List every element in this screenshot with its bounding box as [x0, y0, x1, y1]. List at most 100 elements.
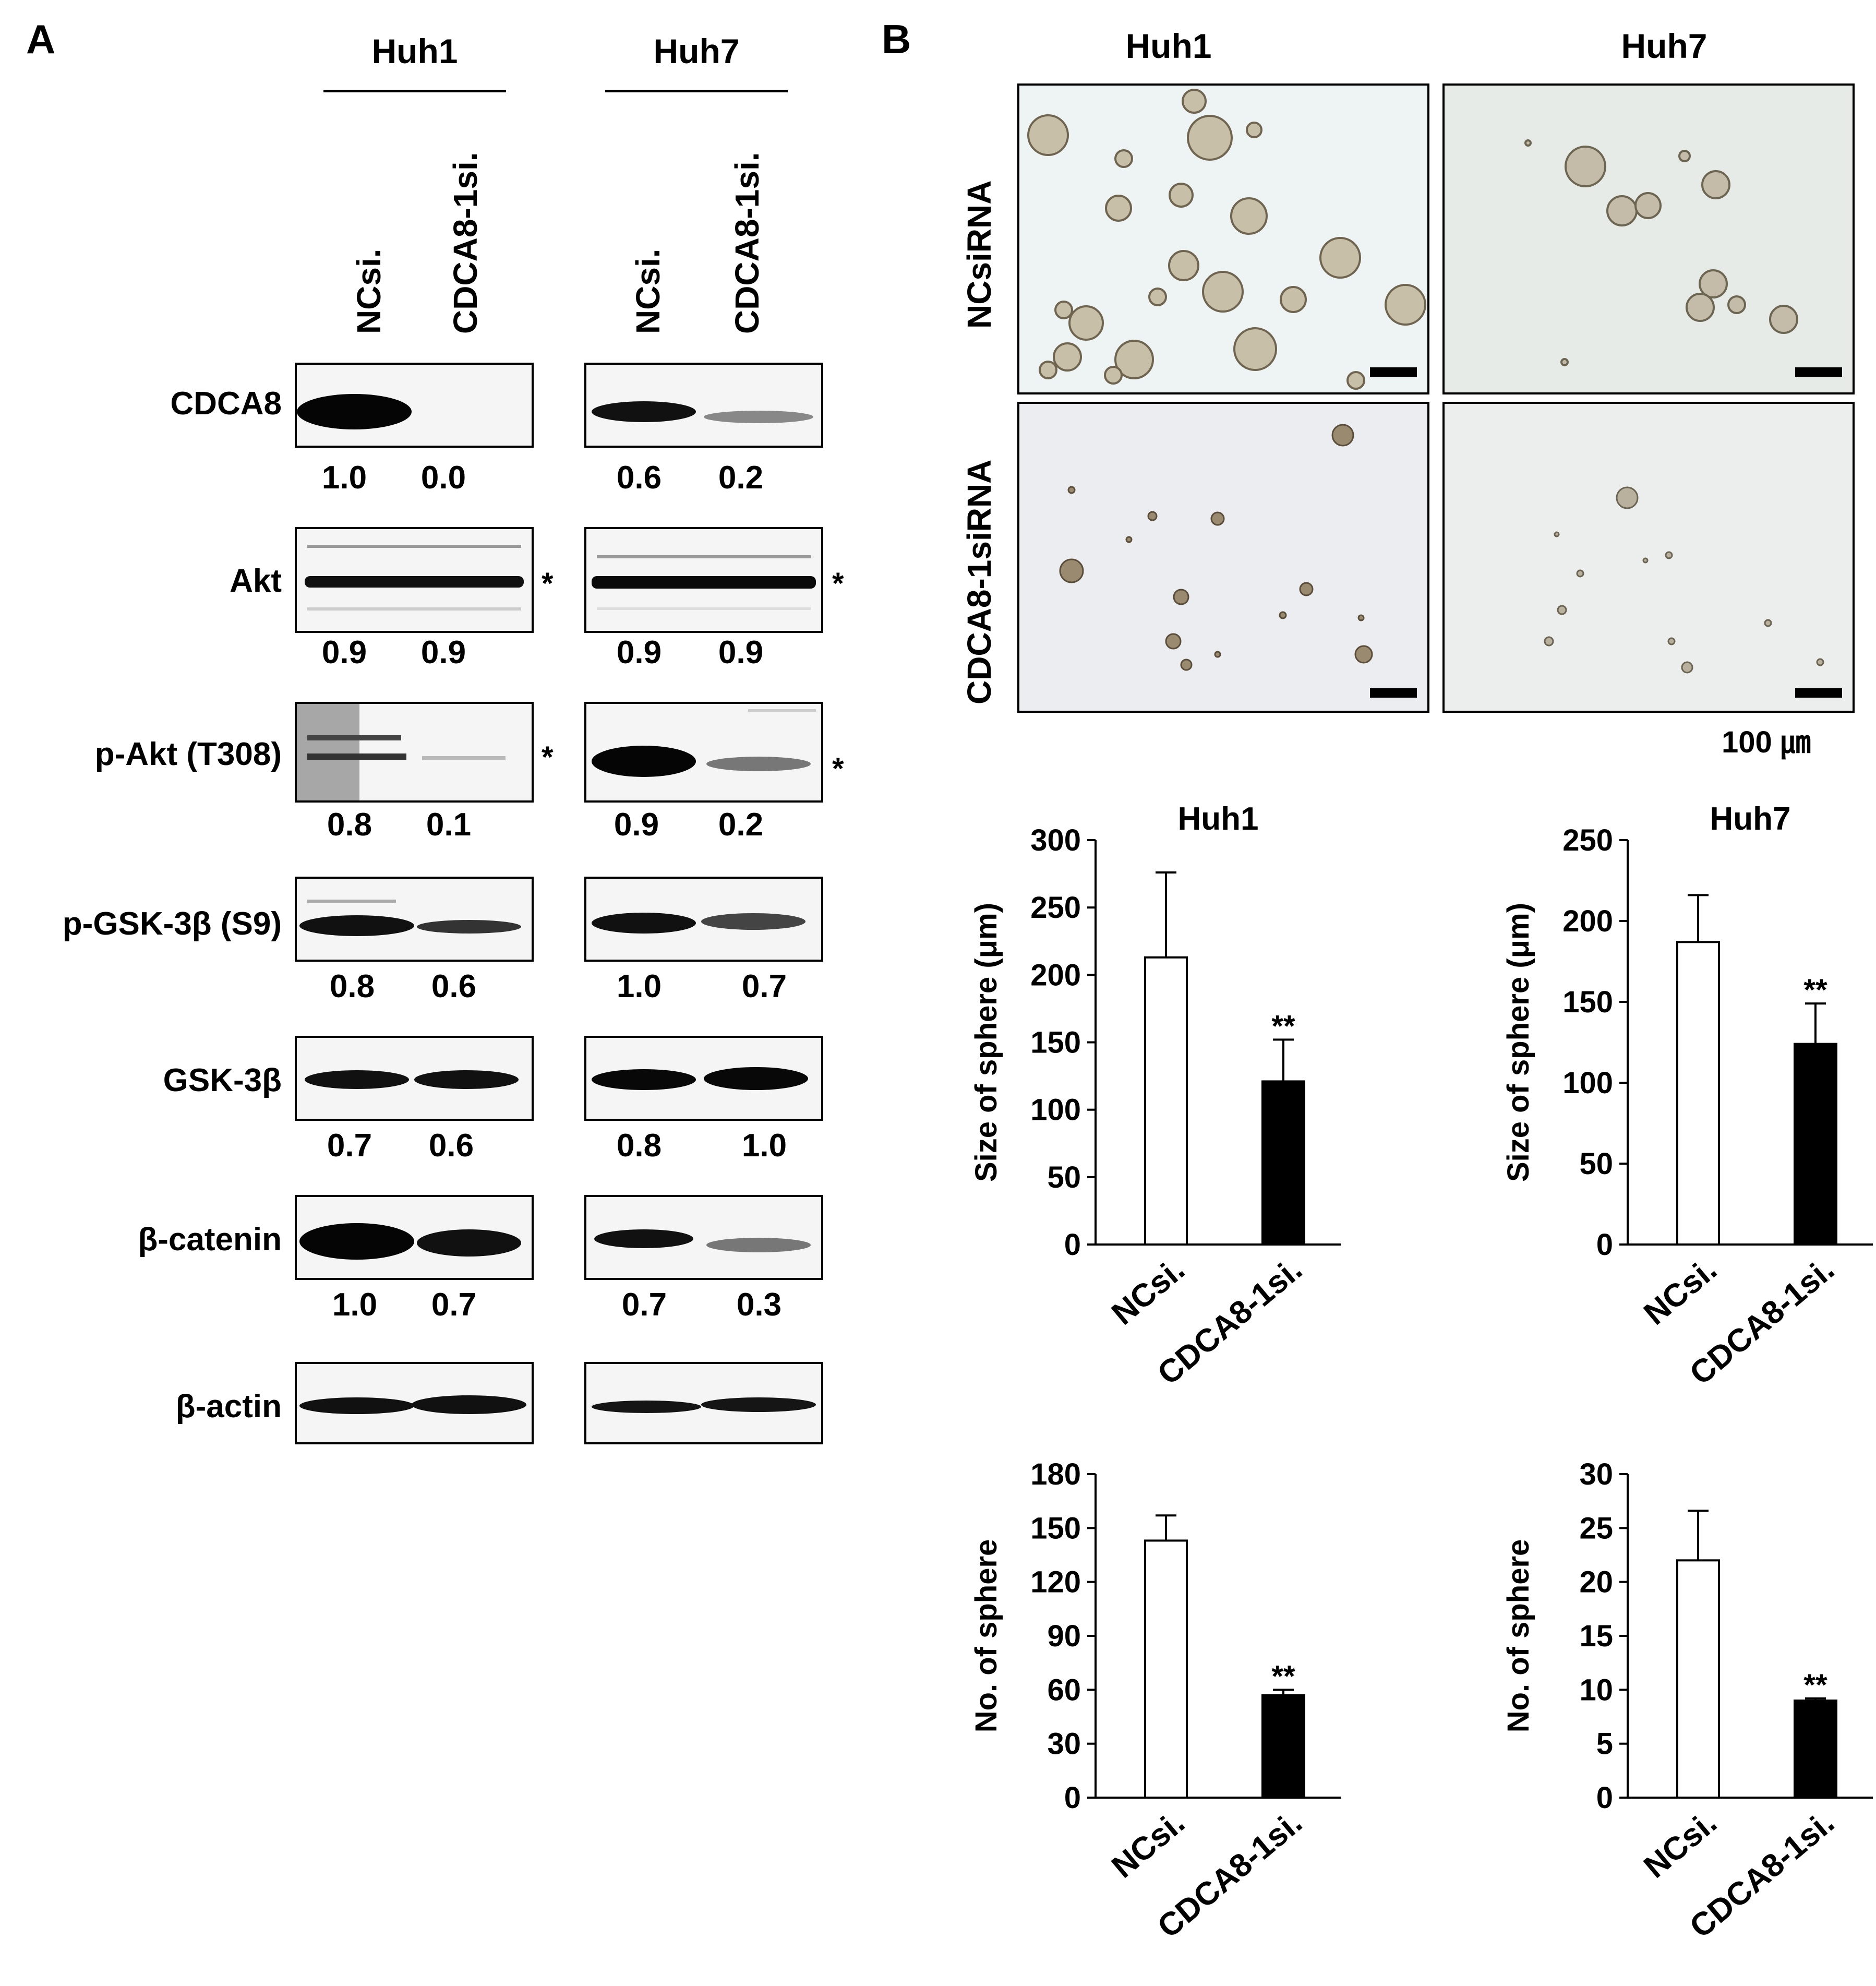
quant-huh1-cdca8-kd: 0.0: [420, 460, 466, 496]
chart-huh1-size: Huh1 Size of sphere (μm) 0 50 100 150 200 250 30…: [969, 801, 1341, 1392]
x-tick-label: NCsi.: [1637, 1804, 1724, 1885]
blot-bands: [297, 704, 506, 800]
quant-huh1-gsk3b-kd: 0.6: [428, 1128, 474, 1164]
blot-huh7-beta-catenin: [584, 1195, 823, 1280]
lane-label-huh1-nc: NCsi.: [350, 248, 388, 334]
bar: [1144, 1539, 1188, 1799]
blot-huh1-gsk3b: [295, 1036, 534, 1121]
y-tick-label: 200: [1562, 904, 1613, 938]
blot-bands: [299, 1223, 521, 1260]
sphere-photo-huh7-nc: [1442, 83, 1855, 394]
quant-huh1-cdca8-nc: 1.0: [321, 460, 367, 496]
blot-label-beta-actin: β-actin: [175, 1389, 282, 1425]
quant-huh7-cdca8-nc: 0.6: [616, 460, 662, 496]
y-tick-label: 150: [1562, 985, 1613, 1019]
bar: [1144, 956, 1188, 1246]
spheres: [1059, 424, 1373, 671]
huh7-underline: [605, 90, 788, 92]
blot-label-akt: Akt: [230, 563, 282, 599]
blot-bands: [592, 913, 805, 934]
x-tick-label: NCsi.: [1105, 1804, 1192, 1885]
blot-huh1-p-gsk3b: [295, 877, 534, 962]
quant-huh7-beta-catenin-nc: 0.7: [621, 1287, 667, 1323]
x-tick-label: NCsi.: [1637, 1251, 1724, 1332]
quant-huh1-akt-kd: 0.9: [420, 635, 466, 671]
blot-bands: [305, 1070, 519, 1089]
huh7-header: Huh7: [653, 32, 740, 70]
chart-title: Huh7: [1710, 801, 1791, 837]
y-tick-label: 100: [1030, 1093, 1081, 1127]
chart-huh1-number: No. of sphere0306090120150180NCsi.**CDCA…: [969, 1457, 1341, 1945]
y-tick-label: 150: [1030, 1511, 1081, 1545]
lane-label-huh1-kd: CDCA8-1si.: [447, 152, 484, 334]
blot-label-beta-catenin: β-catenin: [138, 1222, 282, 1258]
quant-huh7-p-akt-kd: 0.2: [718, 807, 764, 843]
blot-bands: [592, 555, 816, 610]
scale-bar: [1795, 367, 1842, 377]
panel-a-letter: A: [26, 16, 56, 62]
y-axis-label: Size of sphere (μm): [969, 903, 1003, 1182]
nonspecific-star-huh7-akt: *: [832, 567, 844, 601]
bar: [1794, 1700, 1837, 1799]
blot-bands: [592, 1397, 816, 1413]
blot-huh7-akt: [584, 527, 823, 633]
blot-huh7-beta-actin: [584, 1362, 823, 1444]
significance-label: **: [1803, 1668, 1827, 1702]
y-tick-label: 60: [1047, 1673, 1081, 1707]
y-tick-label: 90: [1047, 1619, 1081, 1653]
blot-bands: [299, 1395, 526, 1414]
quant-huh7-cdca8-kd: 0.2: [718, 460, 764, 496]
blot-huh1-p-akt: [295, 702, 534, 803]
y-tick-label: 250: [1030, 891, 1081, 925]
y-tick-label: 30: [1047, 1727, 1081, 1761]
y-tick-label: 100: [1562, 1066, 1613, 1100]
bar: [1794, 1043, 1837, 1246]
spheres: [1027, 89, 1426, 390]
sphere-photo-huh7-kd: [1442, 402, 1855, 713]
y-tick-label: 50: [1579, 1147, 1613, 1181]
nonspecific-star-huh1-p-akt: *: [542, 740, 554, 774]
quant-huh1-beta-catenin-kd: 0.7: [431, 1287, 477, 1323]
photo-col-header-huh7: Huh7: [1621, 27, 1707, 65]
y-tick-label: 200: [1030, 958, 1081, 992]
y-tick-label: 10: [1579, 1673, 1613, 1707]
y-tick-label: 180: [1030, 1457, 1081, 1491]
quant-huh1-beta-catenin-nc: 1.0: [332, 1287, 378, 1323]
quant-huh7-akt-kd: 0.9: [718, 635, 764, 671]
scale-bar: [1795, 688, 1842, 698]
quant-huh1-p-gsk3b-kd: 0.6: [431, 968, 477, 1004]
y-axis-label: No. of sphere: [1501, 1539, 1535, 1733]
chart-title: Huh1: [1178, 801, 1259, 837]
quant-huh7-p-gsk3b-kd: 0.7: [741, 968, 787, 1004]
y-tick-label: 250: [1562, 823, 1613, 857]
quant-huh1-akt-nc: 0.9: [321, 635, 367, 671]
bar: [1261, 1694, 1305, 1799]
quant-huh1-p-akt-nc: 0.8: [327, 807, 372, 843]
huh1-header: Huh1: [371, 32, 458, 70]
panel-b-letter: B: [882, 16, 911, 62]
blot-label-gsk3b: GSK-3β: [163, 1062, 282, 1098]
blot-bands: [297, 394, 412, 429]
y-tick-label: 0: [1064, 1781, 1081, 1815]
photo-row-header-kd: CDCA8-1siRNA: [960, 459, 998, 704]
chart-huh7-number: No. of sphere051015202530NCsi.**CDCA8-1s…: [1501, 1457, 1873, 1945]
y-tick-label: 0: [1596, 1781, 1613, 1815]
blot-huh1-akt: [295, 527, 534, 633]
blot-huh1-beta-catenin: [295, 1195, 534, 1280]
blot-bands: [592, 1067, 808, 1090]
scale-bar-label: 100 ㎛: [1722, 725, 1811, 759]
y-tick-label: 15: [1579, 1619, 1613, 1653]
y-tick-label: 300: [1030, 823, 1081, 857]
sphere-photo-huh1-nc: [1017, 83, 1429, 394]
y-tick-label: 30: [1579, 1457, 1613, 1491]
huh1-underline: [323, 90, 506, 92]
spheres: [1524, 139, 1798, 366]
significance-label: **: [1271, 1659, 1295, 1693]
blot-label-p-akt: p-Akt (T308): [94, 736, 282, 772]
quant-huh1-gsk3b-nc: 0.7: [327, 1128, 372, 1164]
y-axis-label: Size of sphere (μm): [1501, 903, 1535, 1182]
significance-label: **: [1271, 1009, 1295, 1043]
blot-bands: [594, 1229, 811, 1252]
blot-bands: [299, 900, 521, 936]
spheres: [1544, 486, 1824, 674]
